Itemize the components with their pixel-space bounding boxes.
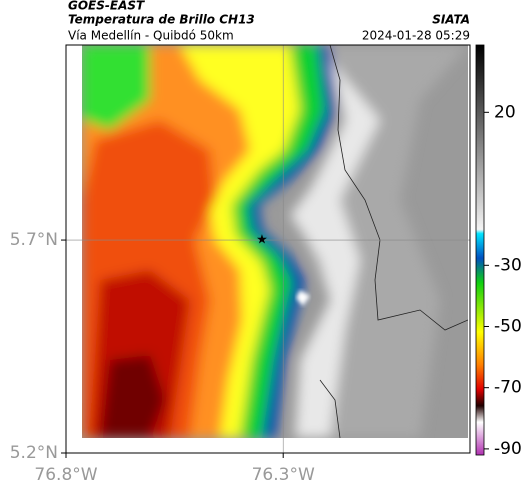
x-tick-label: 76.8°W [34, 465, 97, 485]
colorbar-tick-label: -90 [494, 439, 522, 459]
heatmap [82, 45, 468, 438]
map-frame [65, 44, 471, 454]
axes: 76.8°W 76.3°W 5.2°N 5.7°N 20 -30 -50 -70 -90 [10, 102, 522, 485]
colorbar [475, 44, 485, 456]
region: Vía Medellín - Quibdó 50km [68, 29, 234, 43]
header: GOES-EAST Temperatura de Brillo CH13 Vía… [68, 0, 470, 43]
y-tick-label: 5.7°N [10, 230, 58, 250]
colorbar-tick-label: -50 [494, 316, 522, 336]
city-marker: ★ [256, 233, 268, 248]
timestamp: 2024-01-28 05:29 [362, 29, 470, 43]
x-tick-label: 76.3°W [252, 465, 315, 485]
title: GOES-EAST [68, 0, 145, 13]
source: SIATA [432, 13, 470, 27]
colorbar-tick-label: 20 [494, 102, 516, 122]
colorbar-tick-label: -30 [494, 255, 522, 275]
subtitle: Temperatura de Brillo CH13 [68, 13, 255, 27]
y-tick-label: 5.2°N [10, 443, 58, 463]
colorbar-tick-label: -70 [494, 378, 522, 398]
